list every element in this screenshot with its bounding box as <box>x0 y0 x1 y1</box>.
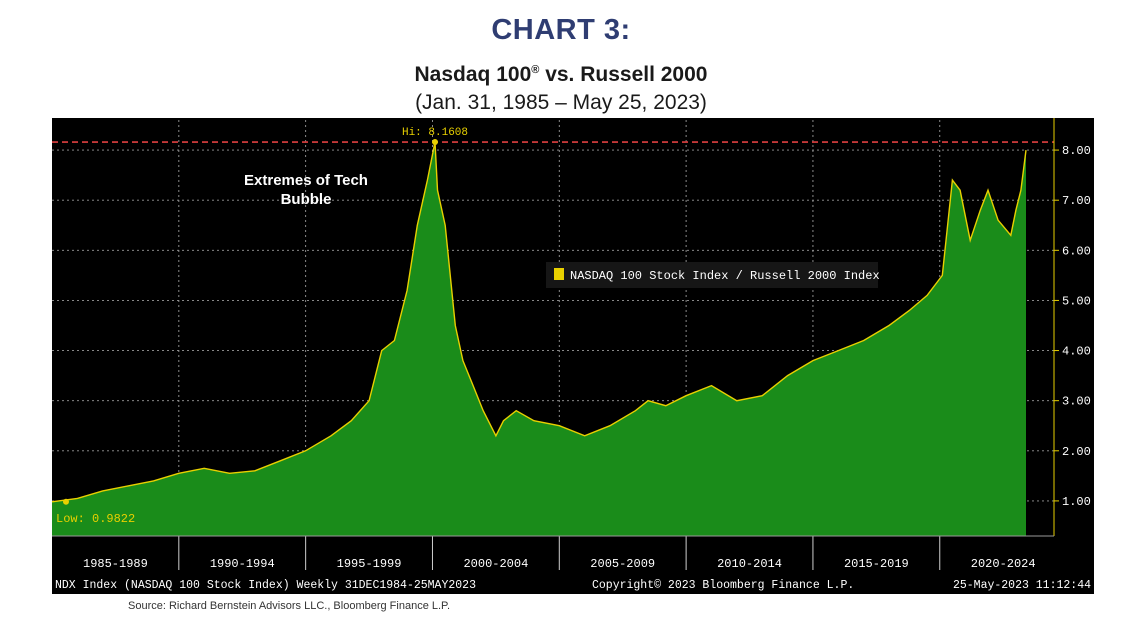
legend-box <box>546 262 878 288</box>
registered-mark: ® <box>531 64 540 76</box>
y-tick-label: 6.00 <box>1062 244 1091 258</box>
series-line <box>51 141 1027 503</box>
annotation-line-1: Extremes of Tech <box>244 172 368 189</box>
y-tick-label: 3.00 <box>1062 395 1091 409</box>
footer-left: NDX Index (NASDAQ 100 Stock Index) Weekl… <box>55 579 476 592</box>
x-tick-label: 1990-1994 <box>210 557 275 571</box>
annotation-line-2: Bubble <box>281 191 332 208</box>
chart-title-main: Nasdaq 100 <box>414 63 532 86</box>
legend: NASDAQ 100 Stock Index / Russell 2000 In… <box>546 262 880 288</box>
y-tick-label: 7.00 <box>1062 194 1091 208</box>
y-tick-label: 2.00 <box>1062 445 1091 459</box>
y-axis: 1.00 2.00 3.00 4.00 5.00 6.00 7.00 8.00 <box>1053 118 1091 536</box>
footer-right: 25-May-2023 11:12:44 <box>953 579 1091 592</box>
footer-center: Copyright© 2023 Bloomberg Finance L.P. <box>592 579 854 592</box>
x-tick-label: 1985-1989 <box>83 557 148 571</box>
low-marker <box>63 498 69 505</box>
y-tick-label: 1.00 <box>1062 495 1091 509</box>
chart-title-rest: vs. Russell 2000 <box>539 63 708 86</box>
chart: 1.00 2.00 3.00 4.00 5.00 6.00 7.00 8.00 1985-19… <box>51 118 1094 594</box>
chart-title: Nasdaq 100® vs. Russell 2000 <box>0 63 1122 87</box>
legend-swatch <box>554 268 564 280</box>
legend-label: NASDAQ 100 Stock Index / Russell 2000 In… <box>570 269 880 283</box>
source-note: Source: Richard Bernstein Advisors LLC.,… <box>128 600 451 612</box>
x-tick-label: 2000-2004 <box>463 557 528 571</box>
x-tick-label: 1995-1999 <box>337 557 402 571</box>
x-tick-label: 2005-2009 <box>590 557 655 571</box>
hi-label: Hi: 8.1608 <box>402 127 468 139</box>
y-tick-label: 4.00 <box>1062 345 1091 359</box>
x-axis: 1985-1989 1990-1994 1995-1999 2000-2004 2005… <box>52 535 1054 571</box>
chart-subtitle: (Jan. 31, 1985 – May 25, 2023) <box>415 91 707 114</box>
y-tick-label: 5.00 <box>1062 294 1091 308</box>
y-tick-label: 8.00 <box>1062 144 1091 158</box>
x-tick-label: 2020-2024 <box>971 557 1036 571</box>
chart-label: CHART 3: <box>491 14 631 46</box>
series-area <box>52 142 1026 536</box>
x-tick-label: 2010-2014 <box>717 557 782 571</box>
x-tick-label: 2015-2019 <box>844 557 909 571</box>
hi-marker <box>432 139 439 146</box>
low-label: Low: 0.9822 <box>56 512 135 526</box>
